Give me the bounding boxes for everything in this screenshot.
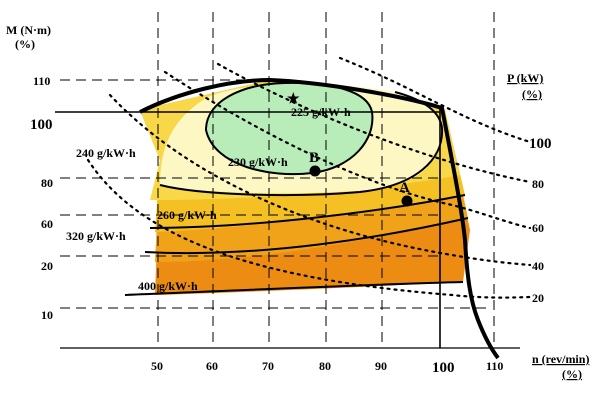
efficiency-contours	[124, 81, 469, 296]
y-tick-60: 60	[41, 217, 53, 231]
label-230: 230 g/kW·h	[228, 155, 288, 169]
grid-dashed	[60, 12, 495, 348]
x-tick-60: 60	[206, 359, 218, 373]
x-tick-70: 70	[262, 359, 274, 373]
x-tick-100: 100	[432, 360, 455, 376]
y-tick-100: 100	[30, 117, 53, 133]
point-a-marker	[401, 195, 413, 207]
power-axis-title: P (kW)	[507, 71, 543, 85]
label-240: 240 g/kW·h	[76, 146, 136, 160]
x-axis-labels: 50 60 70 80 90 100 110 n (rev/min) (%)	[151, 352, 589, 381]
contour-320	[144, 217, 469, 255]
power-curve-20	[86, 158, 532, 299]
contour-230	[159, 91, 444, 197]
y-axis-labels: M (N·m) (%) 110 100 80 60 20 10	[6, 23, 53, 322]
y-axis-unit: (%)	[15, 37, 35, 51]
y-tick-80: 80	[41, 176, 53, 190]
point-b-marker	[309, 165, 321, 177]
power-curve-100	[338, 56, 532, 144]
power-level-20: 20	[532, 291, 544, 305]
power-level-40: 40	[532, 259, 544, 273]
contour-400	[124, 281, 464, 296]
contour-260	[149, 194, 466, 229]
x-tick-80: 80	[319, 359, 331, 373]
y-tick-20: 20	[41, 259, 53, 273]
y-tick-10: 10	[41, 308, 53, 322]
label-260: 260 g/kW·h	[157, 208, 217, 222]
y-tick-110: 110	[33, 74, 50, 88]
operating-points: A B ★	[287, 91, 413, 207]
zone-225	[206, 82, 373, 175]
power-curves	[86, 56, 532, 299]
power-curve-40	[108, 93, 532, 267]
power-axis-unit: (%)	[522, 87, 542, 101]
power-axis-labels: P (kW) (%) 100 80 60 40 20	[507, 71, 552, 305]
power-level-60: 60	[532, 221, 544, 235]
point-a-label: A	[399, 180, 410, 196]
x-axis-unit: (%)	[562, 367, 582, 381]
reference-lines	[55, 108, 441, 348]
label-225: 225 g/kW·h	[291, 105, 351, 119]
x-tick-110: 110	[486, 359, 503, 373]
full-load-curve	[139, 77, 500, 360]
label-320: 320 g/kW·h	[66, 229, 126, 243]
x-tick-50: 50	[151, 359, 163, 373]
point-b-label: B	[309, 150, 319, 166]
y-axis-title: M (N·m)	[6, 23, 51, 37]
efficiency-labels: 225 g/kW·h 230 g/kW·h 240 g/kW·h 260 g/k…	[66, 105, 351, 293]
power-level-80: 80	[532, 177, 544, 191]
power-level-100: 100	[529, 136, 552, 152]
label-400: 400 g/kW·h	[138, 279, 198, 293]
x-axis-title: n (rev/min)	[532, 352, 589, 366]
power-curve-60	[163, 70, 532, 230]
power-curve-80	[216, 62, 532, 184]
x-tick-90: 90	[375, 359, 387, 373]
optimum-star-icon: ★	[287, 91, 300, 107]
